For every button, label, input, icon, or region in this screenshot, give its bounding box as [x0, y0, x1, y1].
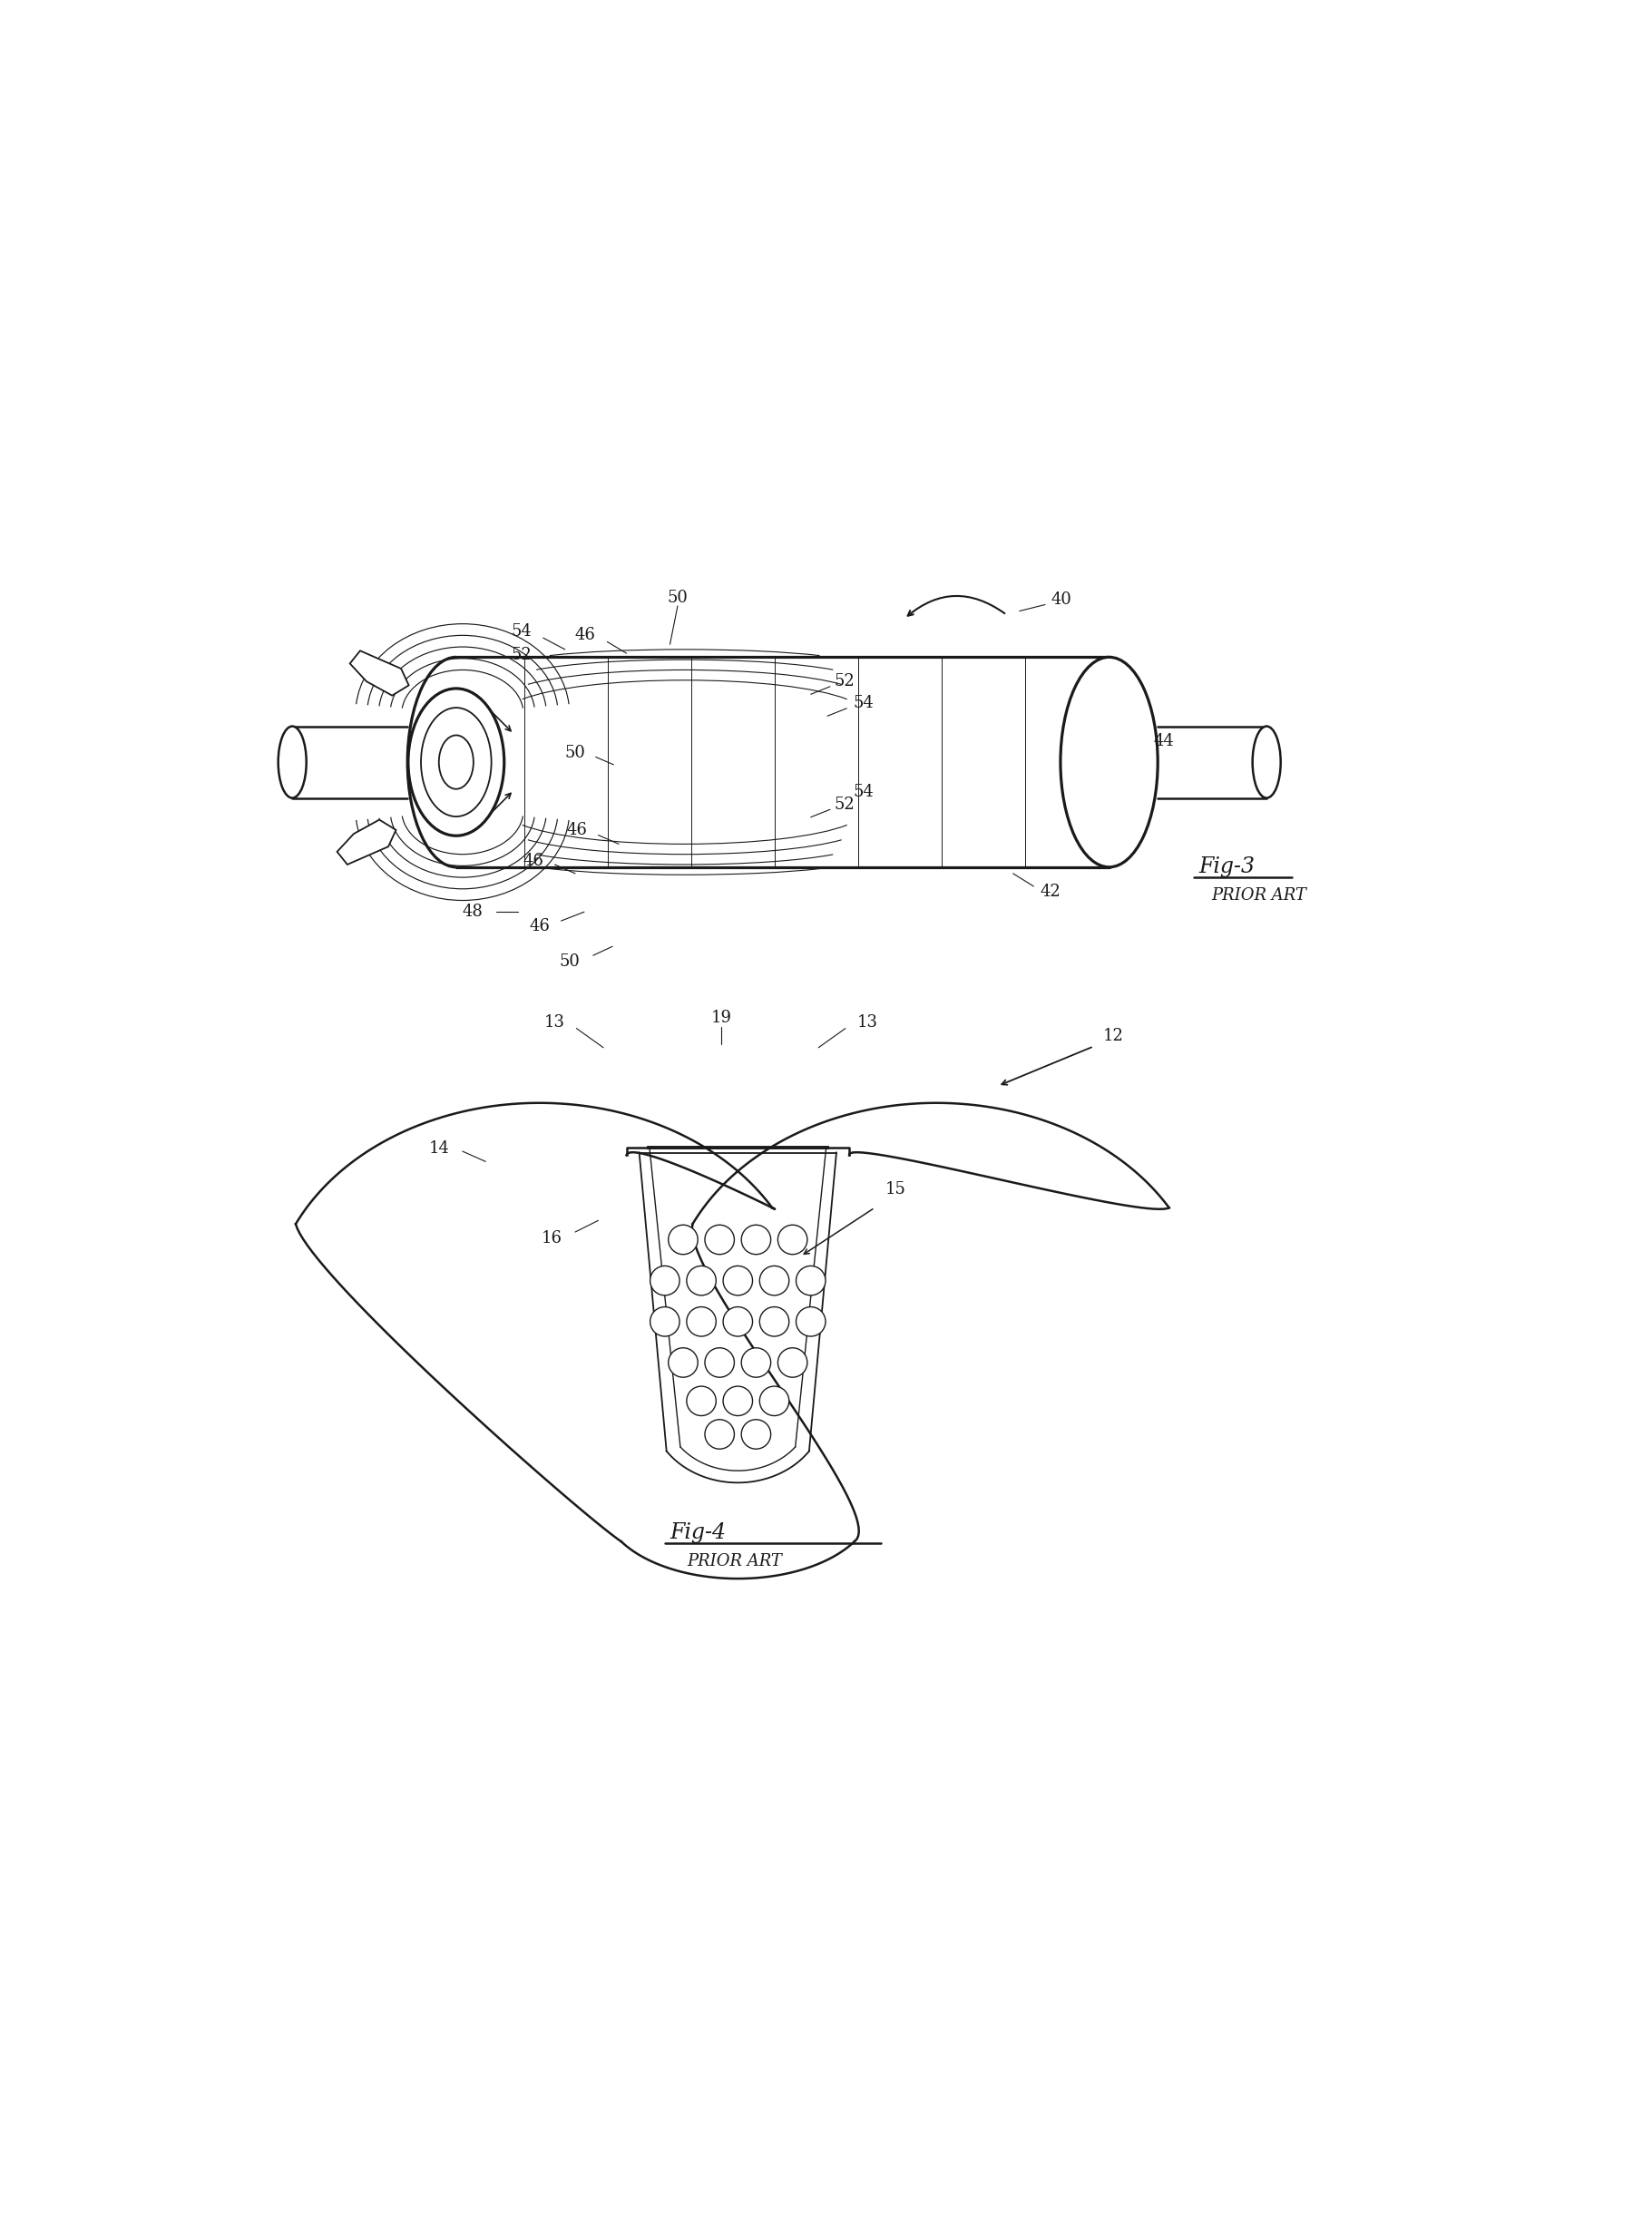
Circle shape — [796, 1265, 826, 1296]
Text: 46: 46 — [567, 821, 586, 839]
Ellipse shape — [278, 726, 306, 799]
Circle shape — [651, 1307, 679, 1336]
Ellipse shape — [408, 688, 504, 837]
Circle shape — [687, 1307, 715, 1336]
Text: 52: 52 — [510, 646, 532, 663]
Text: 40: 40 — [1051, 590, 1072, 608]
Circle shape — [669, 1347, 697, 1378]
Circle shape — [742, 1347, 771, 1378]
Polygon shape — [350, 650, 408, 695]
Circle shape — [742, 1420, 771, 1449]
Text: 15: 15 — [885, 1181, 905, 1198]
Circle shape — [778, 1225, 808, 1254]
Circle shape — [724, 1307, 753, 1336]
Circle shape — [705, 1225, 733, 1254]
Text: Fig-3: Fig-3 — [1199, 857, 1256, 877]
Ellipse shape — [1061, 657, 1158, 868]
Text: 14: 14 — [430, 1141, 449, 1156]
Ellipse shape — [421, 708, 491, 817]
Text: 44: 44 — [1153, 734, 1175, 750]
Text: 50: 50 — [565, 746, 585, 761]
Text: 46: 46 — [522, 852, 544, 870]
Text: 42: 42 — [1039, 883, 1061, 899]
Text: 54: 54 — [852, 783, 874, 799]
Text: PRIOR ART: PRIOR ART — [687, 1553, 781, 1569]
Text: 52: 52 — [834, 672, 854, 690]
Circle shape — [778, 1347, 808, 1378]
Circle shape — [687, 1387, 715, 1416]
Circle shape — [724, 1265, 753, 1296]
Circle shape — [724, 1387, 753, 1416]
Polygon shape — [337, 819, 396, 865]
Text: 19: 19 — [710, 1010, 732, 1027]
Circle shape — [760, 1265, 790, 1296]
Circle shape — [796, 1307, 826, 1336]
Circle shape — [742, 1225, 771, 1254]
Circle shape — [687, 1265, 715, 1296]
Ellipse shape — [1252, 726, 1280, 799]
Circle shape — [705, 1347, 733, 1378]
Text: 54: 54 — [510, 624, 532, 639]
Text: 13: 13 — [544, 1014, 565, 1030]
Ellipse shape — [439, 734, 474, 790]
Text: 46: 46 — [529, 919, 550, 934]
Circle shape — [760, 1307, 790, 1336]
Circle shape — [705, 1420, 733, 1449]
Circle shape — [760, 1387, 790, 1416]
Text: 50: 50 — [667, 590, 687, 606]
Circle shape — [669, 1225, 697, 1254]
Circle shape — [651, 1265, 679, 1296]
Text: 46: 46 — [575, 628, 596, 644]
Text: 12: 12 — [1102, 1027, 1123, 1045]
Text: PRIOR ART: PRIOR ART — [1211, 888, 1307, 903]
Text: 48: 48 — [463, 903, 482, 921]
Text: 50: 50 — [560, 954, 580, 970]
Text: 16: 16 — [542, 1229, 563, 1247]
Text: 52: 52 — [834, 797, 854, 812]
Text: 54: 54 — [852, 695, 874, 712]
Text: Fig-4: Fig-4 — [671, 1522, 727, 1542]
Text: 13: 13 — [857, 1014, 877, 1030]
